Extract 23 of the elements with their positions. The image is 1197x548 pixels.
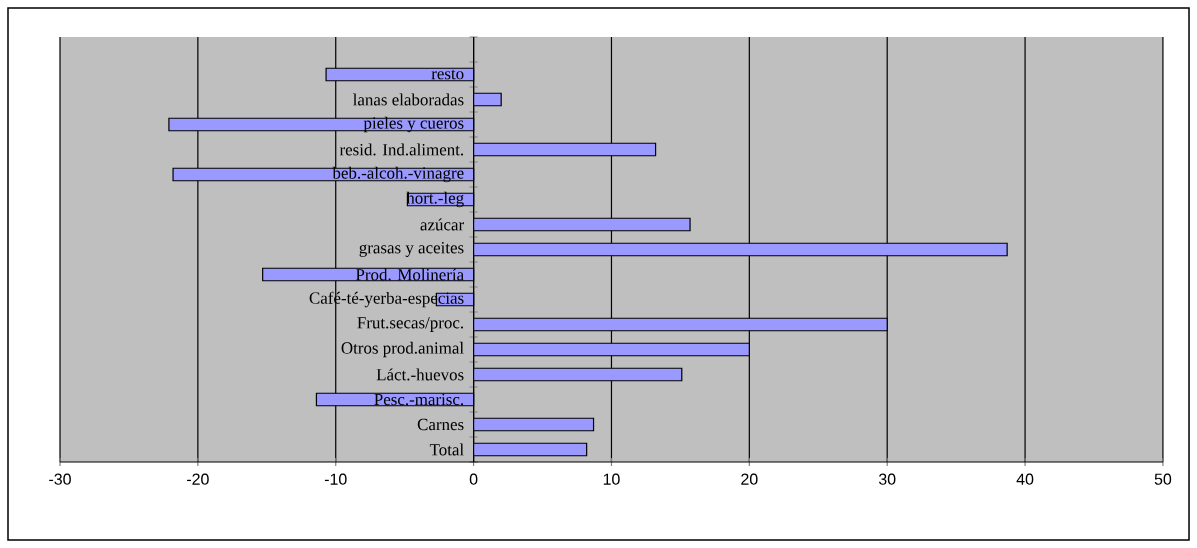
y-tick-label: grasas y aceites: [359, 242, 464, 257]
y-tick-label: Láct.-huevos: [376, 368, 464, 381]
y-tick-label: Prod. Molinería: [355, 268, 464, 281]
y-tick-label: Carnes: [417, 418, 464, 431]
y-tick-label: Frut.secas/proc.: [357, 317, 464, 332]
x-tick-label: -10: [324, 473, 347, 485]
x-tick-label: 30: [878, 473, 896, 485]
y-tick-label: lanas elaboradas: [353, 93, 464, 106]
x-tick-label: -20: [187, 473, 209, 485]
y-tick-label: beb.-alcoh.-vinagre: [332, 166, 464, 183]
x-tick-label: 0: [469, 473, 478, 485]
x-tick-label: 10: [603, 473, 620, 485]
y-tick-label: azúcar: [420, 218, 464, 231]
y-tick-label: resto: [431, 69, 464, 80]
y-tick-label: pieles y cueros: [363, 116, 464, 133]
x-tick-label: -30: [49, 473, 71, 485]
y-tick-label: Pesc.-marisc.: [374, 393, 464, 406]
x-tick-label: 50: [1154, 473, 1172, 485]
y-tick-label: Otros prod.animal: [341, 341, 464, 358]
y-tick-label: resid. Ind.aliment.: [339, 143, 464, 156]
x-tick-label: 20: [741, 473, 758, 485]
x-tick-label: 40: [1016, 473, 1034, 485]
y-tick-label: Total: [429, 443, 464, 456]
